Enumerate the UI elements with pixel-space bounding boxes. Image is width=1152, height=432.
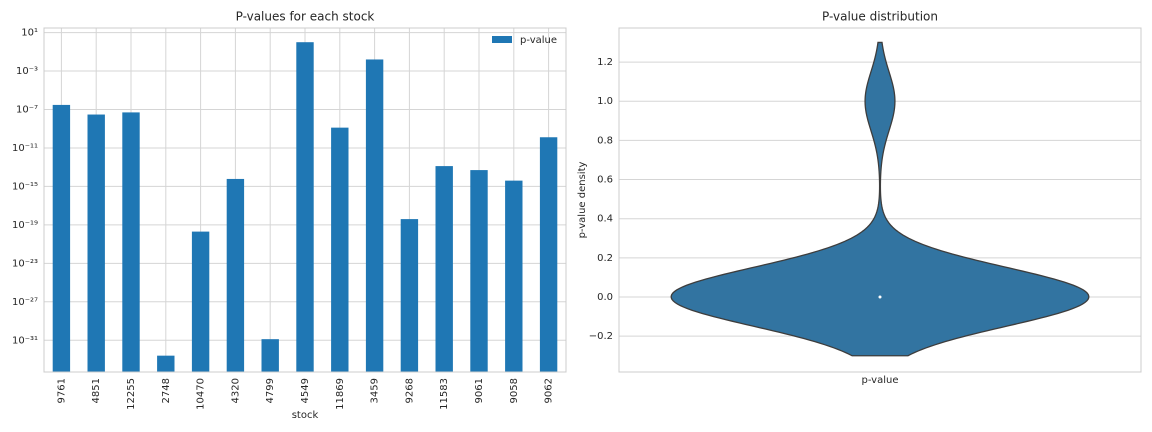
y-tick-label: 0.0 (597, 292, 613, 303)
bar (157, 355, 175, 372)
y-tick-label: 0.2 (597, 253, 613, 264)
x-tick-label: 4799 (265, 378, 276, 403)
bar (470, 170, 488, 372)
bar (296, 42, 314, 372)
y-tick-label: 10⁻³ (16, 66, 38, 77)
bar (226, 178, 245, 372)
y-tick-label: 10¹ (21, 28, 38, 39)
y-tick-label: 10⁻⁷ (16, 105, 38, 116)
chart-title: P-value distribution (822, 10, 938, 24)
x-tick-label: 9268 (404, 378, 415, 403)
x-tick-label: 4851 (91, 378, 102, 403)
bar (52, 104, 71, 372)
x-tick-label: 12255 (126, 378, 137, 410)
x-tick-label: 10470 (196, 378, 207, 410)
bar (365, 59, 384, 373)
x-tick-label: 11869 (335, 378, 346, 410)
x-tick-label: 9761 (56, 378, 67, 403)
x-tick-label: 9061 (474, 378, 485, 403)
axes-frame (618, 27, 1142, 373)
y-tick-label: 10⁻³¹ (12, 335, 38, 346)
y-tick-label: 0.6 (597, 175, 613, 186)
legend-label: p-value (520, 35, 557, 46)
median-dot (878, 295, 882, 299)
y-tick-label: 1.0 (597, 96, 613, 107)
bar (87, 114, 105, 372)
y-tick-label: 10⁻¹¹ (12, 143, 38, 154)
y-tick-label: −0.2 (589, 331, 613, 342)
y-tick-label: 10⁻¹⁵ (12, 181, 38, 192)
bar (539, 137, 558, 372)
bar (505, 180, 523, 372)
x-axis-label: stock (292, 410, 319, 421)
chart-title: P-values for each stock (236, 10, 375, 24)
bar (261, 339, 279, 372)
y-tick-label: 10⁻²⁷ (12, 297, 38, 308)
bar (331, 127, 349, 372)
x-tick-label: 4549 (300, 378, 311, 403)
x-tick-label: p-value (861, 375, 898, 386)
y-tick-label: 0.8 (597, 135, 613, 146)
x-tick-label: 11583 (439, 378, 450, 410)
y-tick-label: 10⁻¹⁹ (12, 220, 38, 231)
axes-frame (43, 27, 567, 373)
y-axis-label: p-value density (577, 162, 588, 239)
x-tick-label: 9058 (509, 378, 520, 403)
bar (435, 166, 453, 372)
y-tick-label: 0.4 (597, 214, 613, 225)
y-tick-label: 10⁻²³ (12, 258, 38, 269)
bar (191, 231, 210, 372)
x-tick-label: 2748 (161, 378, 172, 403)
legend-swatch (492, 36, 512, 43)
bar (122, 112, 140, 373)
x-tick-label: 3459 (370, 378, 381, 403)
x-tick-label: 9062 (544, 378, 555, 403)
y-tick-label: 1.2 (597, 57, 613, 68)
violin (670, 41, 1090, 357)
bar (400, 219, 419, 372)
x-tick-label: 4320 (230, 378, 241, 403)
